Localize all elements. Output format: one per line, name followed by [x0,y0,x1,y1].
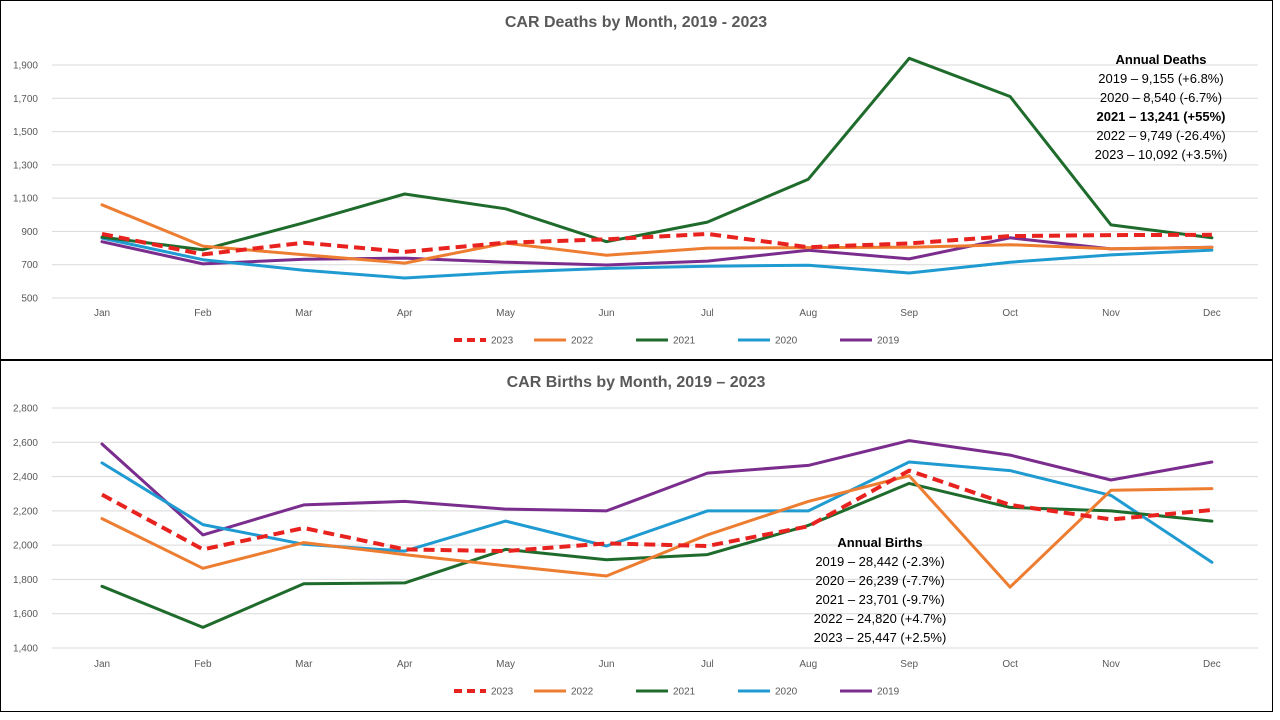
births-y-tick-label: 2,600 [13,438,38,449]
deaths-x-tick-label: Sep [900,308,918,319]
deaths-series-2023 [101,231,1212,257]
births-x-axis: Jan Feb Mar Apr May Jun Jul Aug Sep Oct Nov Dec [94,659,1221,670]
deaths-x-tick-label: Feb [194,308,212,319]
births-annotation-line: 2021 – 23,701 (-9.7%) [815,592,944,607]
births-y-tick-label: 1,600 [13,609,38,620]
deaths-series-2022 [100,203,1214,265]
deaths-y-tick-label: 1,500 [13,127,38,138]
deaths-chart-frame [0,0,1273,360]
deaths-x-axis: Jan Feb Mar Apr May Jun Jul Aug Sep Oct Nov Dec [94,308,1221,319]
births-annotation-heading: Annual Births [837,535,922,550]
births-chart-title: CAR Births by Month, 2019 – 2023 [507,374,766,391]
deaths-x-tick-label: Jun [598,308,614,319]
births-annotation-line: 2019 – 28,442 (-2.3%) [815,554,944,569]
births-x-tick-label: Nov [1102,659,1120,670]
births-legend: 2023 2022 2021 2020 2019 [454,687,900,698]
deaths-x-tick-label: Apr [397,308,413,319]
deaths-annotation-line: 2022 – 9,749 (-26.4%) [1096,128,1225,143]
deaths-annotation-line: 2021 – 13,241 (+55%) [1096,109,1225,124]
deaths-y-tick-label: 900 [21,227,38,238]
deaths-x-tick-label: Oct [1002,308,1018,319]
deaths-x-tick-label: Jan [94,308,110,319]
births-y-axis: 1,400 1,600 1,800 2,000 2,200 2,400 2,600 2,800 [13,404,38,655]
deaths-x-tick-label: Dec [1203,308,1221,319]
deaths-y-tick-label: 700 [21,260,38,271]
births-annotation-line: 2020 – 26,239 (-7.7%) [815,573,944,588]
births-x-tick-label: May [496,659,515,670]
deaths-x-tick-label: Mar [295,308,313,319]
deaths-x-tick-label: Nov [1102,308,1120,319]
births-y-tick-label: 2,800 [13,404,38,415]
births-x-tick-label: Feb [194,659,212,670]
births-series [100,439,1214,629]
births-y-tick-label: 1,800 [13,575,38,586]
deaths-y-tick-label: 1,300 [13,160,38,171]
births-chart: CAR Births by Month, 2019 – 2023 1,4001,… [0,360,1273,712]
births-y-tick-label: 2,400 [13,472,38,483]
births-x-tick-label: Aug [799,659,817,670]
births-legend-label-2022: 2022 [571,687,594,698]
deaths-y-tick-label: 500 [21,294,38,305]
deaths-y-tick-label: 1,700 [13,94,38,105]
deaths-series-2020 [100,236,1214,280]
deaths-y-tick-label: 1,900 [13,61,38,72]
deaths-series-2021 [100,56,1214,252]
births-series-2022 [100,474,1214,589]
births-x-tick-label: Mar [295,659,313,670]
deaths-legend: 2023 2022 2021 2020 2019 [454,336,900,347]
births-annotation-line: 2022 – 24,820 (+4.7%) [814,611,947,626]
deaths-y-tick-label: 1,100 [13,194,38,205]
births-x-tick-label: Sep [900,659,918,670]
births-legend-label-2019: 2019 [877,687,900,698]
births-series-2020 [100,460,1214,564]
deaths-x-tick-label: May [496,308,515,319]
births-y-tick-label: 1,400 [13,644,38,655]
births-series-2021 [100,481,1214,629]
births-legend-label-2020: 2020 [775,687,798,698]
deaths-series-2019 [100,236,1214,267]
births-annotation-line: 2023 – 25,447 (+2.5%) [814,630,947,645]
deaths-legend-label-2020: 2020 [775,336,798,347]
births-series-2019 [100,439,1214,537]
deaths-annotation-line: 2020 – 8,540 (-6.7%) [1100,90,1222,105]
deaths-y-axis: 500 700 900 1,100 1,300 1,500 1,700 1,900 [13,61,38,305]
births-x-tick-label: Apr [397,659,413,670]
births-annotation: Annual Births 2019 – 28,442 (-2.3%) 2020… [814,535,947,645]
deaths-annotation-heading: Annual Deaths [1115,52,1206,67]
deaths-series [100,56,1214,280]
births-x-tick-label: Jul [701,659,714,670]
deaths-annotation-line: 2023 – 10,092 (+3.5%) [1095,147,1228,162]
deaths-annotation-line: 2019 – 9,155 (+6.8%) [1098,71,1223,86]
births-legend-label-2021: 2021 [673,687,696,698]
deaths-legend-label-2023: 2023 [491,336,514,347]
deaths-legend-label-2022: 2022 [571,336,594,347]
deaths-legend-label-2021: 2021 [673,336,696,347]
births-y-tick-label: 2,200 [13,506,38,517]
births-x-tick-label: Dec [1203,659,1221,670]
deaths-x-tick-label: Aug [799,308,817,319]
births-y-tick-label: 2,000 [13,541,38,552]
deaths-chart-title: CAR Deaths by Month, 2019 - 2023 [505,14,767,31]
deaths-x-tick-label: Jul [701,308,714,319]
births-x-tick-label: Jun [598,659,614,670]
deaths-chart: CAR Deaths by Month, 2019 - 2023 500 700 9… [0,0,1273,360]
births-x-tick-label: Oct [1002,659,1018,670]
births-legend-label-2023: 2023 [491,687,514,698]
deaths-annotation: Annual Deaths 2019 – 9,155 (+6.8%) 2020 … [1095,52,1228,162]
births-x-tick-label: Jan [94,659,110,670]
deaths-legend-label-2019: 2019 [877,336,900,347]
